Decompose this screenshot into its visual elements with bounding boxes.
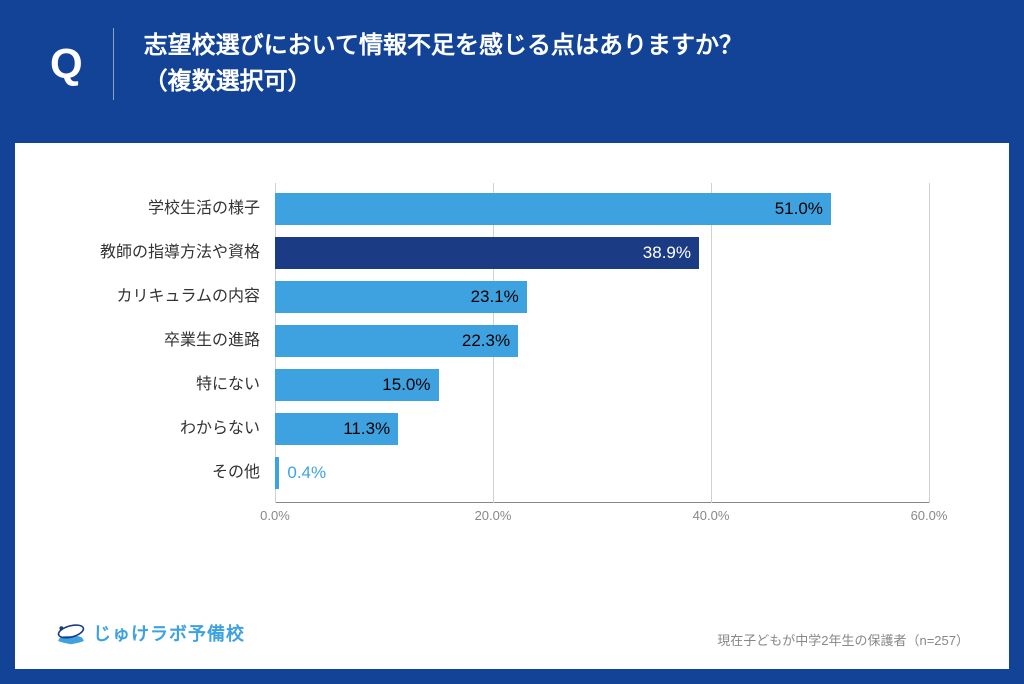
x-tick-label: 60.0%: [911, 508, 948, 523]
bar-container: 22.3%: [275, 325, 929, 357]
chart-wrapper: 学校生活の様子 51.0% 教師の指導方法や資格 38.9% カリキュラムの内容 23.1…: [0, 128, 1024, 684]
chart-area: 学校生活の様子 51.0% 教師の指導方法や資格 38.9% カリキュラムの内容 23.1…: [15, 143, 1009, 669]
title-line-2: （複数選択可）: [144, 68, 312, 95]
bar-row: 特にない 15.0%: [55, 369, 929, 401]
logo: じゅけラボ予備校: [55, 617, 245, 649]
bar-row: 卒業生の進路 22.3%: [55, 325, 929, 357]
x-axis-line: [275, 502, 929, 503]
bar-value: 15.0%: [382, 375, 430, 395]
bar-container: 15.0%: [275, 369, 929, 401]
bar-container: 0.4%: [275, 457, 929, 489]
x-axis-labels: 0.0%20.0%40.0%60.0%: [275, 508, 929, 528]
bar-label: わからない: [55, 419, 270, 438]
footnote: 現在子どもが中学2年生の保護者（n=257）: [717, 630, 969, 649]
bar-value: 0.4%: [287, 463, 326, 483]
x-tick-label: 40.0%: [693, 508, 730, 523]
page-container: Q 志望校選びにおいて情報不足を感じる点はありますか？ （複数選択可） 学校生活…: [0, 0, 1024, 684]
bar-row: 教師の指導方法や資格 38.9%: [55, 237, 929, 269]
header: Q 志望校選びにおいて情報不足を感じる点はありますか？ （複数選択可）: [0, 0, 1024, 128]
bar-value: 51.0%: [775, 199, 823, 219]
bar-container: 23.1%: [275, 281, 929, 313]
bars-container: 学校生活の様子 51.0% 教師の指導方法や資格 38.9% カリキュラムの内容 23.1…: [55, 193, 929, 493]
bar-container: 51.0%: [275, 193, 929, 225]
bar: [275, 237, 699, 269]
bar-row: 学校生活の様子 51.0%: [55, 193, 929, 225]
bar-label: 特にない: [55, 375, 270, 394]
bar-label: 卒業生の進路: [55, 331, 270, 350]
question-title: 志望校選びにおいて情報不足を感じる点はありますか？ （複数選択可）: [144, 28, 743, 100]
bar: [275, 193, 831, 225]
bar-value: 11.3%: [343, 419, 390, 439]
bar-chart: 学校生活の様子 51.0% 教師の指導方法や資格 38.9% カリキュラムの内容 23.1…: [55, 183, 959, 543]
bar-row: わからない 11.3%: [55, 413, 929, 445]
bar-label: カリキュラムの内容: [55, 287, 270, 306]
bar: [275, 457, 279, 489]
bar-container: 38.9%: [275, 237, 929, 269]
book-logo-icon: [55, 617, 87, 649]
bar-value: 38.9%: [643, 243, 691, 263]
gridline: [929, 183, 930, 503]
bar-label: 学校生活の様子: [55, 199, 270, 218]
logo-text: じゅけラボ予備校: [93, 620, 245, 646]
bar-row: カリキュラムの内容 23.1%: [55, 281, 929, 313]
bar-container: 11.3%: [275, 413, 929, 445]
x-tick-label: 20.0%: [475, 508, 512, 523]
bar-row: その他 0.4%: [55, 457, 929, 489]
title-line-1: 志望校選びにおいて情報不足を感じる点はありますか？: [144, 32, 743, 59]
bar-value: 22.3%: [462, 331, 510, 351]
x-tick-label: 0.0%: [260, 508, 290, 523]
bar-label: その他: [55, 463, 270, 482]
bar-label: 教師の指導方法や資格: [55, 243, 270, 262]
question-mark: Q: [50, 28, 114, 100]
bar-value: 23.1%: [471, 287, 519, 307]
